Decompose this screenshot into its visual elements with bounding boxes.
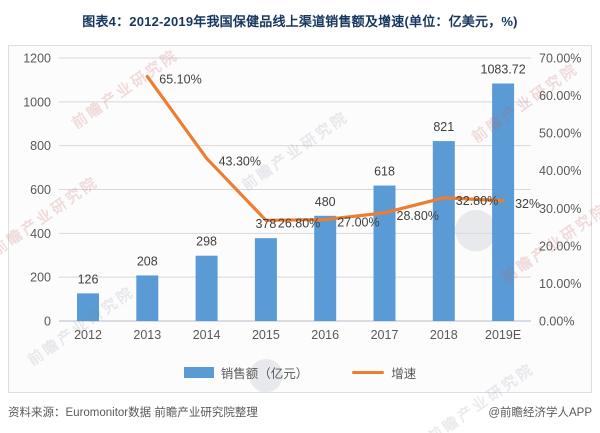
bar-value-label: 208 xyxy=(137,254,158,268)
bar-2014 xyxy=(195,255,218,321)
right-axis-tick: 0.00% xyxy=(539,315,574,329)
watermark-globe-icon xyxy=(455,210,497,252)
bar-2015 xyxy=(254,238,277,321)
chart-panel: 0 200 400 600 800 1000 1200 0.00% 10.00% 20.00% 30… xyxy=(8,45,592,393)
watermark-globe-icon xyxy=(249,359,283,392)
x-axis-label: 2013 xyxy=(133,328,161,342)
bar-2016 xyxy=(314,215,337,321)
credit-note: @前瞻经济学人APP xyxy=(488,407,592,419)
chart-footer: 资料来源：Euromonitor数据 前瞻产业研究院整理 @前瞻经济学人APP xyxy=(8,404,592,420)
sales-legend-swatch xyxy=(183,367,214,378)
x-axis-label: 2014 xyxy=(193,328,221,342)
bar-2017 xyxy=(373,185,396,321)
right-axis-tick: 20.00% xyxy=(539,239,581,253)
legend-label-sales: 销售额（亿元） xyxy=(220,367,309,381)
bar-value-label: 480 xyxy=(315,195,336,209)
right-axis-tick: 60.00% xyxy=(539,89,581,103)
bar-value-label: 618 xyxy=(374,165,395,179)
right-axis-tick: 50.00% xyxy=(539,127,581,141)
growth-value-label: 28.80% xyxy=(397,209,439,223)
watermark-globe-icon xyxy=(248,375,284,392)
x-axis-label: 2018 xyxy=(430,328,458,342)
chart-canvas: 0 200 400 600 800 1000 1200 0.00% 10.00% 20.00% 30… xyxy=(23,52,581,392)
left-axis-tick: 1200 xyxy=(23,52,51,66)
growth-value-label: 32% xyxy=(515,197,540,211)
left-axis-tick: 200 xyxy=(30,271,51,285)
right-axis-tick: 30.00% xyxy=(539,202,581,216)
bar-value-label: 1083.72 xyxy=(481,62,526,76)
right-axis-tick: 10.00% xyxy=(539,277,581,291)
x-axis-label: 2019E xyxy=(485,328,521,342)
chart-legend: 销售额（亿元） 增速 xyxy=(9,363,591,382)
left-axis-tick: 800 xyxy=(30,139,51,153)
left-axis-tick: 0 xyxy=(44,315,51,329)
bar-value-label: 298 xyxy=(196,235,217,249)
bar-value-label: 821 xyxy=(433,120,454,134)
bar-2013 xyxy=(136,275,159,321)
x-axis-label: 2017 xyxy=(371,328,399,342)
x-axis-label: 2015 xyxy=(252,328,280,342)
growth-value-label: 65.10% xyxy=(159,72,201,86)
x-axis-label: 2016 xyxy=(311,328,339,342)
left-axis-tick: 1000 xyxy=(23,95,51,109)
growth-legend-swatch xyxy=(352,371,385,374)
source-note: 资料来源：Euromonitor数据 前瞻产业研究院整理 xyxy=(8,407,258,419)
left-axis-tick: 600 xyxy=(30,183,51,197)
right-axis-tick: 40.00% xyxy=(539,164,581,178)
growth-value-label: 43.30% xyxy=(219,154,261,168)
bar-2012 xyxy=(77,293,99,321)
chart-title: 图表4：2012-2019年我国保健品线上渠道销售额及增速(单位：亿美元，%) xyxy=(82,14,518,29)
bar-value-label: 378 xyxy=(255,217,276,231)
growth-value-label: 26.80% xyxy=(278,216,320,230)
growth-line xyxy=(145,74,505,222)
growth-value-label: 32.80% xyxy=(456,194,498,208)
bar-2018 xyxy=(432,141,455,321)
growth-value-label: 27.00% xyxy=(337,216,379,230)
legend-item-sales: 销售额（亿元） xyxy=(183,363,309,382)
left-axis-tick: 400 xyxy=(30,227,51,241)
legend-item-growth: 增速 xyxy=(352,363,416,382)
right-axis-tick: 70.00% xyxy=(539,52,581,66)
legend-label-growth: 增速 xyxy=(391,367,417,381)
bar-value-label: 126 xyxy=(78,272,99,286)
x-axis-label: 2012 xyxy=(74,328,102,342)
